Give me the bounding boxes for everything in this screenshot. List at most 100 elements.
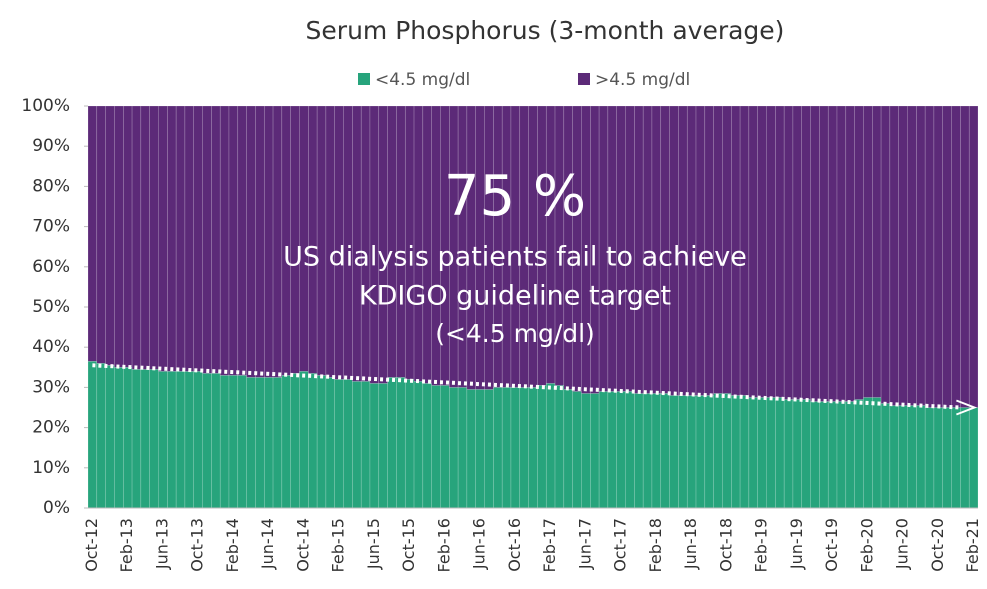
y-tick-label: 20% <box>32 418 70 438</box>
x-tick-label: Feb-13 <box>117 518 136 572</box>
x-tick-label: Oct-17 <box>611 518 630 572</box>
bar-segment <box>775 397 785 509</box>
x-tick-label: Oct-18 <box>716 518 735 572</box>
bar-segment <box>889 405 899 509</box>
legend-swatch <box>358 73 370 85</box>
bar-segment <box>924 407 935 509</box>
y-tick-label: 100% <box>21 96 70 116</box>
bar-segment <box>466 389 476 509</box>
bar-segment <box>863 397 873 509</box>
bar-segment <box>545 383 556 509</box>
bar-segment <box>916 105 926 406</box>
bar-segment <box>140 105 150 370</box>
bar-segment <box>105 365 115 509</box>
bar-segment <box>360 381 371 509</box>
x-tick-label: Jun-18 <box>681 518 700 570</box>
bar-segment <box>140 369 150 509</box>
bar-segment <box>519 387 529 509</box>
bar-segment <box>810 401 820 509</box>
bar-segment <box>211 105 221 374</box>
bar-segment <box>202 373 212 509</box>
annotation: (<4.5 mg/dl) <box>435 319 595 348</box>
bar-segment <box>158 105 168 372</box>
trend-arrow <box>956 399 978 416</box>
x-tick-label: Jun-14 <box>258 518 277 570</box>
bar-segment <box>475 389 485 509</box>
bar-segment <box>246 377 256 509</box>
bar-segment <box>308 373 318 509</box>
bar-segment <box>916 405 926 509</box>
legend-label: >4.5 mg/dl <box>595 70 690 90</box>
bar-segment <box>845 401 855 509</box>
bar-segment <box>845 105 855 402</box>
bar-segment <box>343 379 353 509</box>
bar-segment <box>255 105 265 378</box>
x-tick-label: Jun-13 <box>152 518 171 570</box>
bar-segment <box>290 373 300 509</box>
bar-segment <box>863 105 873 398</box>
bar-segment <box>854 399 864 509</box>
x-tick-label: Feb-14 <box>223 518 242 572</box>
x-tick-label: Feb-21 <box>963 518 982 572</box>
x-tick-label: Oct-20 <box>928 518 947 572</box>
y-tick-label: 30% <box>32 377 70 397</box>
bar-segment <box>228 105 239 376</box>
x-tick-label: Jun-15 <box>364 518 383 570</box>
x-tick-label: Oct-19 <box>822 518 841 572</box>
bar-segment <box>678 395 688 509</box>
x-tick-label: Oct-13 <box>188 518 207 572</box>
bar-segment <box>484 389 494 509</box>
x-tick-label: Feb-19 <box>752 518 771 572</box>
bar-segment <box>942 407 952 509</box>
bar-segment <box>827 105 838 402</box>
bar-segment <box>308 105 318 374</box>
bar-segment <box>158 371 168 509</box>
bar-segment <box>695 395 706 509</box>
x-tick-label: Oct-15 <box>399 518 418 572</box>
annotation: KDIGO guideline target <box>359 281 671 312</box>
bar-segment <box>836 105 847 402</box>
bar-segment <box>951 407 961 509</box>
bar-segment <box>686 395 697 509</box>
bar-segment <box>660 393 670 509</box>
bar-segment <box>334 379 344 509</box>
bar-segment <box>272 105 283 378</box>
bar-segment <box>149 105 159 370</box>
bar-segment <box>228 375 239 509</box>
bar-segment <box>590 393 600 509</box>
bar-segment <box>783 399 794 509</box>
bar-segment <box>175 105 186 372</box>
bar-segment <box>898 105 908 406</box>
bar-segment <box>378 383 388 509</box>
bar-segment <box>290 105 300 374</box>
bar-segment <box>854 105 864 400</box>
bar-segment <box>739 395 750 509</box>
bar-segment <box>537 385 547 509</box>
bar-segment <box>246 105 256 378</box>
y-tick-label: 40% <box>32 337 70 357</box>
bar-segment <box>924 105 935 408</box>
x-tick-label: Feb-15 <box>329 518 348 572</box>
bar-segment <box>607 391 617 509</box>
bar-segment <box>219 375 230 509</box>
x-tick-label: Feb-18 <box>646 518 665 572</box>
bar-segment <box>96 105 106 364</box>
bar-segment <box>193 371 203 509</box>
chart-title: Serum Phosphorus (3-month average) <box>306 16 785 45</box>
bar-segment <box>933 407 944 509</box>
bar-segment <box>572 391 582 509</box>
bar-segment <box>431 385 441 509</box>
x-tick-label: Oct-16 <box>505 518 524 572</box>
bar-segment <box>563 389 573 509</box>
bar-segment <box>669 395 679 509</box>
bar-segment <box>219 105 230 376</box>
bar-segment <box>898 405 908 509</box>
bar-segment <box>105 105 115 366</box>
bar-segment <box>810 105 820 402</box>
bar-segment <box>783 105 794 400</box>
bar-segment <box>87 105 98 362</box>
bar-segment <box>114 105 124 368</box>
bar-segment <box>263 377 274 509</box>
x-tick-label: Feb-20 <box>857 518 876 572</box>
